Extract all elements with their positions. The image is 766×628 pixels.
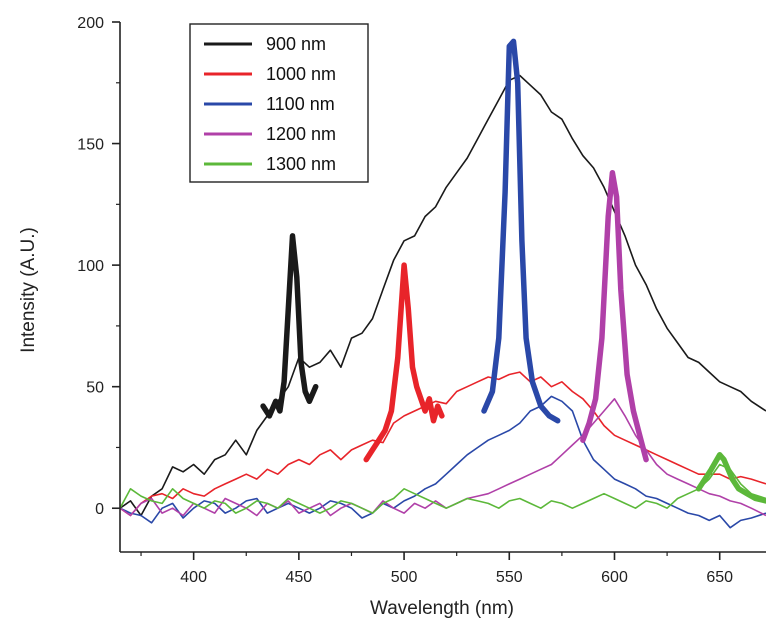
x-tick-label: 400 xyxy=(180,569,207,586)
series-peak-2 xyxy=(363,262,445,463)
x-axis-title: Wavelength (nm) xyxy=(370,598,514,619)
legend: 900 nm 1000 nm 1100 nm 1200 nm 1300 nm xyxy=(189,23,369,183)
series-line-1 xyxy=(120,74,766,517)
y-tick-label: 200 xyxy=(77,15,104,32)
series-peak-4 xyxy=(580,169,649,463)
axes-layer xyxy=(112,21,766,560)
y-tick-label: 50 xyxy=(86,380,104,397)
series-peak-1 xyxy=(260,233,319,419)
series-layer xyxy=(120,38,766,529)
y-axis-title: Intensity (A.U.) xyxy=(18,227,39,353)
y-tick-label: 150 xyxy=(77,137,104,154)
x-tick-label: 650 xyxy=(706,569,733,586)
x-tick-label: 450 xyxy=(286,569,313,586)
legend-label-5: 1300 nm xyxy=(266,154,336,174)
legend-label-1: 900 nm xyxy=(266,34,326,54)
series-line-4 xyxy=(120,397,766,517)
series-line-2 xyxy=(120,371,766,517)
y-tick-label: 0 xyxy=(95,501,104,518)
series-peak-3 xyxy=(481,38,561,424)
tick-labels-layer: 400 450 500 550 600 650 0 50 100 150 200 xyxy=(77,15,733,586)
legend-label-3: 1100 nm xyxy=(266,94,335,114)
legend-label-2: 1000 nm xyxy=(266,64,336,84)
legend-label-4: 1200 nm xyxy=(266,124,336,144)
x-tick-label: 500 xyxy=(391,569,418,586)
y-tick-label: 100 xyxy=(77,258,104,275)
x-tick-label: 550 xyxy=(496,569,523,586)
series-line-5 xyxy=(120,463,766,514)
series-peak-5 xyxy=(695,452,766,504)
x-tick-label: 600 xyxy=(601,569,628,586)
series-line-3 xyxy=(120,395,766,529)
